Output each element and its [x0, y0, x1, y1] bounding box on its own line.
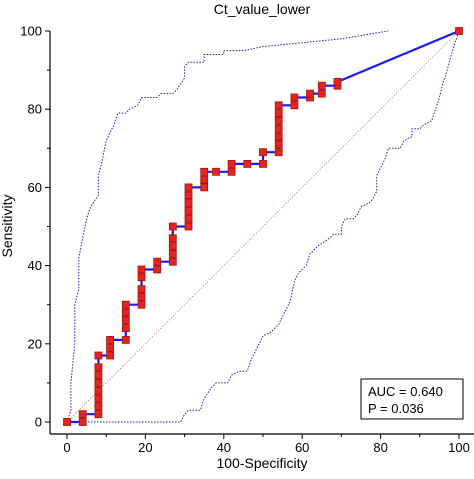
lower-ci-line — [67, 30, 460, 423]
roc-point-marker — [243, 159, 252, 168]
roc-point-marker — [137, 265, 146, 274]
x-tick-label: 20 — [138, 440, 152, 455]
roc-point-marker — [121, 335, 130, 344]
roc-point-marker — [94, 363, 103, 372]
roc-point-marker — [274, 132, 283, 141]
roc-point-marker — [274, 117, 283, 125]
roc-point-marker — [259, 148, 267, 157]
p-value-text: P = 0.036 — [368, 401, 424, 416]
roc-point-marker — [184, 199, 193, 207]
roc-point-marker — [290, 93, 299, 102]
y-tick-label: 0 — [35, 415, 42, 430]
roc-point-marker — [184, 183, 193, 192]
roc-point-marker — [184, 206, 193, 215]
chart-title: Ct_value_lower — [214, 1, 311, 17]
roc-point-marker — [317, 81, 326, 90]
roc-point-marker — [212, 167, 220, 176]
roc-point-marker — [153, 265, 162, 274]
series-layer — [63, 27, 463, 426]
roc-point-marker — [455, 27, 463, 35]
roc-point-marker — [121, 300, 130, 309]
roc-point-marker — [274, 109, 283, 117]
roc-point-marker — [106, 335, 114, 344]
roc-point-marker — [168, 257, 177, 266]
roc-point-marker — [137, 292, 146, 301]
roc-point-marker — [259, 159, 267, 168]
roc-point-marker — [106, 351, 114, 360]
roc-point-marker — [274, 101, 283, 110]
roc-point-marker — [184, 214, 193, 223]
roc-point-marker — [121, 308, 130, 317]
roc-point-marker — [94, 371, 103, 380]
roc-point-marker — [227, 159, 236, 168]
auc-legend-box: AUC = 0.640 P = 0.036 — [360, 378, 464, 420]
roc-point-marker — [317, 89, 326, 98]
roc-point-marker — [63, 418, 71, 426]
roc-point-marker — [306, 89, 314, 98]
x-axis-label: 100-Specificity — [216, 455, 307, 471]
roc-point-marker — [168, 222, 177, 231]
roc-point-marker — [78, 418, 87, 426]
roc-point-marker — [94, 402, 103, 411]
roc-point-marker — [290, 101, 299, 110]
y-tick-label: 100 — [20, 24, 42, 39]
reference-diagonal-line — [66, 30, 460, 423]
roc-point-marker — [94, 386, 103, 395]
roc-point-marker — [227, 167, 236, 176]
roc-point-marker — [106, 343, 114, 352]
x-tick-label: 100 — [448, 440, 470, 455]
roc-point-marker — [137, 285, 146, 294]
roc-point-marker — [184, 191, 193, 200]
y-axis-label: Sensitivity — [0, 194, 15, 257]
roc-point-marker — [274, 124, 283, 133]
roc-point-marker — [137, 300, 146, 309]
auc-text: AUC = 0.640 — [368, 384, 443, 399]
axes-layer: 0 20 40 60 80 100 0 20 40 60 80 100 — [20, 24, 474, 455]
roc-point-marker — [168, 234, 177, 243]
roc-point-marker — [274, 140, 283, 149]
roc-point-marker — [121, 324, 130, 333]
roc-point-marker — [200, 183, 209, 192]
roc-point-marker — [137, 273, 146, 282]
y-tick-label: 40 — [28, 258, 42, 273]
roc-point-marker — [153, 257, 162, 266]
legend-frame — [360, 378, 464, 420]
roc-point-marker — [168, 242, 177, 250]
roc-point-marker — [168, 249, 177, 258]
x-tick-label: 80 — [373, 440, 387, 455]
x-tick-label: 40 — [217, 440, 231, 455]
roc-point-marker — [184, 222, 193, 231]
y-tick-label: 20 — [28, 336, 42, 351]
roc-point-marker — [94, 394, 103, 403]
roc-point-marker — [121, 316, 130, 325]
roc-point-marker — [200, 167, 209, 176]
y-tick-label: 60 — [28, 180, 42, 195]
roc-point-marker — [94, 378, 103, 387]
x-tick-label: 0 — [63, 440, 70, 455]
roc-point-marker — [94, 351, 103, 360]
upper-ci-line — [66, 30, 389, 423]
roc-point-marker — [274, 148, 283, 157]
y-tick-label: 80 — [28, 102, 42, 117]
roc-point-marker — [200, 175, 209, 184]
roc-point-marker — [94, 410, 103, 419]
roc-point-marker — [78, 410, 87, 419]
roc-point-marker — [333, 77, 342, 86]
x-tick-label: 60 — [295, 440, 309, 455]
